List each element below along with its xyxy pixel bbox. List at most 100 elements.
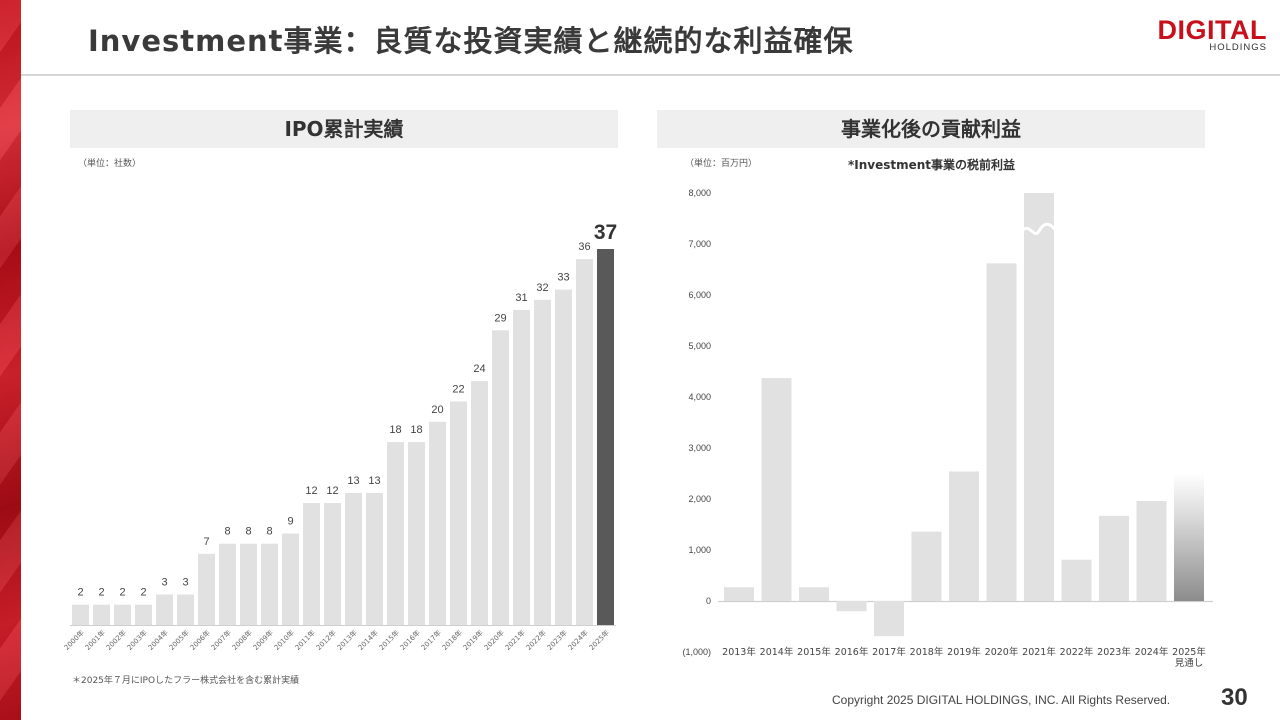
ipo-x-tick-label: 2006年 — [188, 628, 212, 652]
ipo-bar — [429, 421, 446, 625]
profit-y-tick-label: 1,000 — [688, 545, 711, 555]
profit-y-tick-label: 7,000 — [688, 239, 711, 249]
ipo-bar — [471, 381, 488, 625]
ipo-x-tick-label: 2018年 — [440, 628, 464, 652]
contribution-profit-chart: (1,000) 0 1,000 2,000 3,000 4,000 5,000 6,000 7,… — [682, 188, 1213, 669]
ipo-data-label: 12 — [305, 485, 317, 497]
profit-x-tick-label: 2015年 — [797, 646, 831, 658]
axis-break-mark — [1020, 222, 1058, 236]
ipo-data-label: 22 — [452, 383, 464, 395]
ipo-bar — [387, 442, 404, 625]
ipo-data-label: 2 — [119, 587, 125, 599]
ipo-x-tick-label: 2011年 — [293, 628, 317, 652]
ipo-data-label: 3 — [161, 577, 167, 589]
ipo-bar — [534, 299, 551, 625]
ipo-bar — [93, 604, 110, 625]
ipo-x-tick-label: 2014年 — [356, 628, 380, 652]
right-chart-subtitle: *Investment事業の税前利益 — [848, 158, 1016, 172]
ipo-bar — [72, 604, 89, 625]
profit-x-tick-label: 2013年 — [722, 646, 756, 658]
left-footnote: ＊2025年７月にIPOしたフラー株式会社を含む累計実績 — [72, 676, 300, 686]
ipo-data-label: 18 — [389, 424, 401, 436]
ipo-bar — [177, 594, 194, 625]
ipo-x-tick-label: 2016年 — [398, 628, 422, 652]
profit-x-tick-label: 2019年 — [947, 646, 981, 658]
ipo-x-tick-label: 2012年 — [314, 628, 338, 652]
ipo-data-label: 12 — [326, 485, 338, 497]
ipo-x-tick-label: 2000年 — [62, 628, 86, 652]
profit-x-tick-label: 2018年 — [910, 646, 944, 658]
ipo-x-tick-label: 2017年 — [419, 628, 443, 652]
ipo-bar — [135, 604, 152, 625]
brand-sidebar-stripe — [0, 0, 21, 720]
ipo-data-label: 8 — [266, 526, 272, 538]
company-logo: DIGITAL HOLDINGS — [1147, 16, 1267, 56]
ipo-data-label: 18 — [410, 424, 422, 436]
ipo-bar — [576, 259, 593, 625]
profit-bar — [986, 263, 1017, 601]
ipo-x-tick-label: 2020年 — [482, 628, 506, 652]
ipo-data-label: 3 — [182, 577, 188, 589]
profit-bar — [799, 587, 829, 601]
ipo-data-label: 29 — [494, 312, 506, 324]
profit-y-tick-label: (1,000) — [682, 647, 711, 657]
profit-x-tick-label: 2017年 — [872, 646, 906, 658]
profit-bar — [761, 378, 792, 601]
ipo-bar — [219, 543, 236, 625]
ipo-x-tick-label: 2019年 — [461, 628, 485, 652]
profit-y-tick-label: 2,000 — [688, 494, 711, 504]
profit-bar — [1024, 193, 1054, 601]
ipo-bar — [261, 543, 278, 625]
ipo-x-tick-label: 2013年 — [335, 628, 359, 652]
profit-bar — [1136, 501, 1167, 601]
ipo-bar — [555, 289, 572, 625]
profit-x-tick-label: 2016年 — [835, 646, 869, 658]
page-number: 30 — [1221, 684, 1248, 711]
profit-bar — [1099, 515, 1129, 601]
profit-x-tick-label: 見通し — [1175, 658, 1204, 669]
ipo-x-tick-label: 2005年 — [167, 628, 191, 652]
ipo-data-label: 31 — [515, 292, 527, 304]
ipo-data-label: 37 — [594, 221, 617, 244]
ipo-data-label: 33 — [557, 272, 569, 284]
ipo-data-label: 24 — [473, 363, 485, 375]
ipo-bar — [303, 503, 320, 625]
ipo-x-tick-label: 2010年 — [272, 628, 296, 652]
right-panel-title: 事業化後の貢献利益 — [657, 110, 1205, 148]
profit-bar — [949, 471, 979, 601]
ipo-bar — [366, 492, 383, 625]
ipo-data-label: 20 — [431, 404, 443, 416]
ipo-x-tick-label: 2025年 — [587, 628, 611, 652]
page-title: Investment事業：良質な投資実績と継続的な利益確保 — [88, 24, 854, 58]
ipo-x-tick-label: 2007年 — [209, 628, 233, 652]
profit-bar — [911, 531, 942, 601]
ipo-bar — [408, 442, 425, 625]
ipo-bar — [324, 503, 341, 625]
ipo-x-tick-label: 2021年 — [503, 628, 527, 652]
profit-x-tick-label: 2020年 — [985, 646, 1019, 658]
ipo-bar — [198, 553, 215, 625]
ipo-bar — [156, 594, 173, 625]
profit-bar — [836, 601, 867, 612]
left-panel-unit: （単位：社数） — [78, 159, 142, 169]
ipo-data-label: 8 — [245, 526, 251, 538]
ipo-cumulative-chart: 2 2000年 2 2001年 2 2002年 2 2003年 3 2004年 3 2005年 7 200… — [62, 221, 617, 652]
profit-x-tick-label: 2022年 — [1060, 646, 1094, 658]
profit-y-tick-label: 5,000 — [688, 341, 711, 351]
ipo-x-tick-label: 2009年 — [251, 628, 275, 652]
profit-y-tick-label: 8,000 — [688, 188, 711, 198]
ipo-bar — [114, 604, 131, 625]
profit-bar — [874, 601, 904, 637]
ipo-data-label: 9 — [287, 516, 293, 528]
ipo-bar — [513, 309, 530, 625]
ipo-bar — [345, 492, 362, 625]
profit-x-tick-label: 2023年 — [1097, 646, 1131, 658]
profit-bar — [1174, 473, 1204, 601]
ipo-x-tick-label: 2022年 — [524, 628, 548, 652]
ipo-data-label: 13 — [347, 475, 359, 487]
profit-x-tick-label: 2024年 — [1135, 646, 1169, 658]
ipo-bar — [450, 401, 467, 625]
ipo-data-label: 7 — [203, 536, 209, 548]
ipo-bar — [282, 533, 299, 625]
